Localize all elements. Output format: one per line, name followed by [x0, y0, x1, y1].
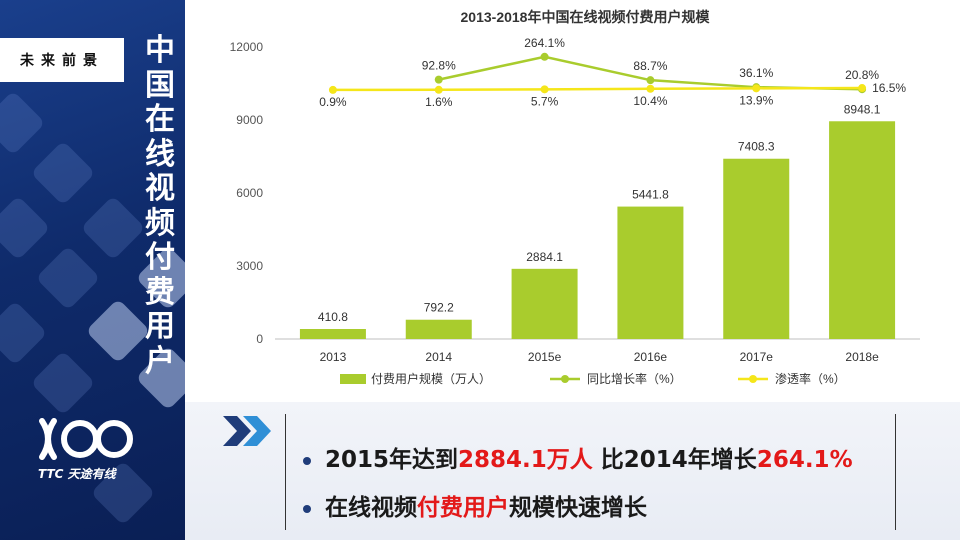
x-ticks-group: 2013 2014 2015e 2016e 2017e 2018e: [320, 350, 880, 364]
decor-tile: [35, 245, 101, 311]
legend-swatch-bar: [340, 374, 366, 384]
double-chevron-icon: [223, 416, 271, 446]
legend-marker-yoy: [561, 375, 569, 383]
yoy-growth-point: [434, 75, 443, 84]
bar: [405, 319, 472, 339]
penetration-label: 13.9%: [739, 93, 773, 107]
y-tick-label: 0: [256, 332, 263, 346]
y-tick-label: 12000: [230, 40, 264, 54]
penetration-label: 10.4%: [633, 94, 667, 108]
chart-title: 2013-2018年中国在线视频付费用户规模: [461, 9, 711, 25]
legend: 付费用户规模（万人） 同比增长率（%） 渗透率（%）: [340, 371, 846, 386]
yoy-growth-point: [540, 52, 549, 61]
bars-group: [299, 121, 896, 339]
penetration-point: [858, 84, 867, 93]
bar: [829, 121, 896, 339]
bullet-dot: [303, 504, 311, 513]
y-tick-label: 3000: [236, 259, 263, 273]
yoy-growth-label: 88.7%: [633, 59, 667, 73]
decor-tile: [0, 300, 48, 366]
legend-label-bar: 付费用户规模（万人）: [371, 371, 491, 386]
bar-value-label: 410.8: [318, 310, 348, 324]
summary-bullet-2: 在线视频付费用户规模快速增长: [303, 488, 647, 522]
decor-tile: [0, 90, 46, 156]
penetration-label: 16.5%: [872, 81, 906, 95]
bar-value-label: 5441.8: [632, 188, 669, 202]
penetration-line: [332, 86, 863, 92]
penetration-point: [328, 85, 337, 94]
bullet2-pre: 在线视频: [325, 495, 417, 521]
chart: 2013-2018年中国在线视频付费用户规模 0 3000 6000 9000 1200…: [230, 9, 920, 386]
x-tick-label: 2013: [320, 350, 347, 364]
penetration-point: [434, 85, 443, 94]
penetration-point: [540, 85, 549, 94]
y-axis: 0 3000 6000 9000 12000: [230, 40, 264, 346]
x-tick-label: 2015e: [528, 350, 562, 364]
decor-tile: [30, 350, 96, 416]
bullet1-highlight-growth: 264.1%: [756, 447, 853, 473]
bar-value-label: 8948.1: [844, 102, 881, 116]
yoy-growth-label: 92.8%: [422, 59, 456, 73]
penetration-label: 5.7%: [531, 94, 559, 108]
left-decor-panel: 未来前景 中国在线视频付费用户 TTC 天途有线: [0, 0, 185, 540]
y-tick-label: 6000: [236, 186, 263, 200]
divider-right: [895, 414, 896, 530]
bullet1-pre: 2015年达到: [325, 447, 459, 473]
legend-marker-penetration: [749, 375, 757, 383]
bullet-dot: [303, 456, 311, 465]
bar: [299, 329, 366, 339]
tagline-box: 未来前景: [0, 38, 124, 82]
penetration-point: [752, 84, 761, 93]
x-tick-label: 2014: [425, 350, 452, 364]
penetration-label: 1.6%: [425, 95, 453, 109]
logo-text: TTC 天途有线: [38, 467, 116, 481]
penetration-point: [646, 84, 655, 93]
ttc-logo-icon: [39, 418, 133, 460]
bullet2-highlight: 付费用户: [417, 495, 509, 521]
yoy-growth-point: [646, 76, 655, 85]
bar-value-label: 2884.1: [526, 250, 563, 264]
yoy-growth-label: 20.8%: [845, 68, 879, 82]
legend-label-yoy: 同比增长率（%）: [587, 371, 682, 386]
bar-value-label: 792.2: [424, 301, 454, 315]
bullet2-post: 规模快速增长: [509, 495, 647, 521]
bullet1-mid: 比2014年增长: [592, 447, 757, 473]
summary-panel: 2015年达到2884.1万人 比2014年增长264.1% 在线视频付费用户规…: [185, 402, 960, 540]
x-tick-label: 2016e: [634, 350, 668, 364]
lines-group: 92.8% 264.1% 88.7% 36.1% 20.8% 0.9% 1.6% 5.7% 10…: [319, 36, 906, 109]
bullet1-highlight-users: 2884.1万人: [458, 447, 593, 473]
decor-tile: [80, 195, 146, 261]
x-tick-label: 2018e: [845, 350, 879, 364]
yoy-growth-label: 264.1%: [524, 36, 565, 50]
vertical-title: 中国在线视频付费用户: [145, 33, 175, 379]
decor-tile: [0, 195, 51, 261]
yoy-growth-label: 36.1%: [739, 66, 773, 80]
divider-left: [285, 414, 286, 530]
summary-bullet-1: 2015年达到2884.1万人 比2014年增长264.1%: [303, 440, 853, 474]
tagline: 未来前景: [20, 53, 104, 69]
x-tick-label: 2017e: [740, 350, 774, 364]
bar-labels-group: 410.8 792.2 2884.1 5441.8 7408.3 8948.1: [318, 102, 881, 324]
y-tick-label: 9000: [236, 113, 263, 127]
bar: [723, 158, 790, 339]
legend-label-penetration: 渗透率（%）: [775, 371, 846, 386]
decor-tile: [30, 140, 96, 206]
bar-value-label: 7408.3: [738, 140, 775, 154]
bar: [511, 268, 578, 339]
bar: [617, 206, 684, 339]
penetration-label: 0.9%: [319, 95, 347, 109]
